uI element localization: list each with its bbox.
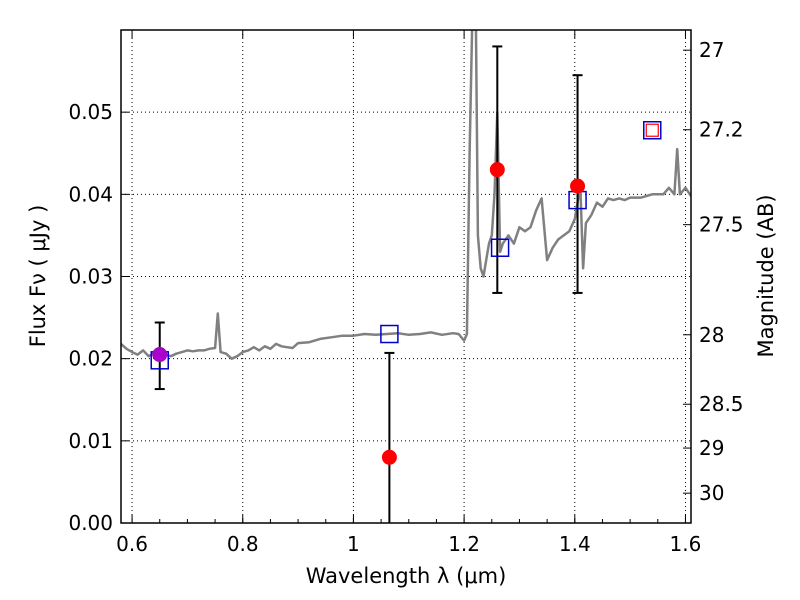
y-axis-label: Flux Fν ( μJy ) (26, 205, 50, 348)
y-tick-label: 0.03 (68, 265, 113, 289)
y2-tick-label: 29 (699, 436, 724, 460)
model-square-marker (380, 324, 399, 344)
observed-flux-point (152, 347, 168, 363)
y-tick-label: 0.04 (68, 182, 113, 206)
observed-flux-point (570, 178, 586, 194)
plot-area (121, 30, 691, 523)
y-tick-label: 0.02 (68, 347, 113, 371)
y2-tick-label: 28.5 (699, 392, 744, 416)
x-axis-label: Wavelength λ (μm) (306, 564, 507, 588)
data-markers (150, 120, 662, 465)
model-spectrum-line (121, 30, 691, 360)
y2-tick-label: 27.5 (699, 213, 744, 237)
y2-tick-label: 30 (699, 481, 724, 505)
y-tick-label: 0.05 (68, 100, 113, 124)
y-tick-label: 0.01 (68, 429, 113, 453)
x-tick-label: 1.6 (670, 532, 702, 556)
x-tick-label: 1.4 (559, 532, 591, 556)
x-tick-label: 0.6 (116, 532, 148, 556)
model-square-marker (490, 238, 510, 257)
observed-flux-point (489, 162, 505, 178)
x-tick-label: 0.8 (227, 532, 259, 556)
y2-axis-label: Magnitude (AB) (754, 194, 778, 357)
y-tick-label: 0.00 (68, 511, 113, 535)
x-tick-label: 1 (347, 532, 360, 556)
y-axis-ticks: 0.00 0.01 0.02 0.03 0.04 0.05 (68, 100, 129, 535)
x-tick-label: 1.2 (448, 532, 480, 556)
model-spectrum (121, 30, 691, 360)
y2-tick-label: 27 (699, 38, 724, 62)
y2-tick-label: 28 (699, 323, 724, 347)
error-bars (154, 45, 583, 523)
grid-lines (121, 30, 691, 524)
y2-axis-ticks: 27 27.2 27.5 28 28.5 29 30 (683, 38, 744, 505)
y2-tick-label: 27.2 (699, 118, 744, 142)
x-axis-ticks: 0.6 0.8 1 1.2 1.4 1.6 (116, 30, 701, 556)
observed-flux-point (381, 449, 397, 465)
small-square-marker (645, 123, 659, 137)
model-square-marker (643, 120, 662, 140)
